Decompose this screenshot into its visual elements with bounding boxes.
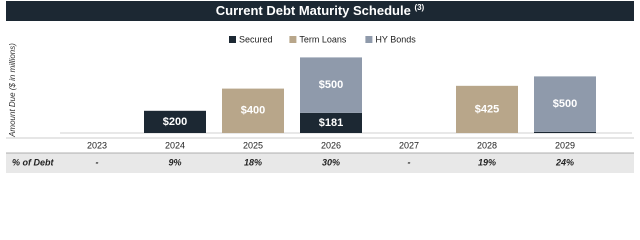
x-tick-label: 2027	[399, 140, 419, 150]
x-tick-label: 2028	[477, 140, 497, 150]
x-tick-label: 2025	[243, 140, 263, 150]
bar-segment	[534, 76, 596, 132]
bar-segment	[534, 131, 596, 133]
x-tick-label: 2024	[165, 140, 185, 150]
table-value: 9%	[168, 157, 181, 167]
title-bar	[6, 1, 634, 21]
bar-segment	[222, 88, 284, 133]
table-value: 30%	[322, 157, 340, 167]
data-label: $181	[319, 117, 343, 129]
chart: Current Debt Maturity Schedule (3) Amoun…	[6, 1, 634, 173]
table-value: 19%	[478, 157, 496, 167]
title-text: Current Debt Maturity Schedule	[216, 3, 411, 18]
table-value: 18%	[244, 157, 262, 167]
y-axis-label: Amount Due ($ in millions)	[8, 43, 17, 138]
legend-swatch	[229, 36, 236, 43]
table-value: 24%	[555, 157, 574, 167]
legend-label: Secured	[239, 34, 273, 44]
x-tick-label: 2023	[87, 140, 107, 150]
bar-segment	[300, 57, 362, 113]
bar-segment	[300, 112, 362, 133]
x-tick-label: 2029	[555, 140, 575, 150]
table-value: -	[96, 157, 99, 167]
data-label: $425	[475, 103, 499, 115]
bar-segment	[456, 85, 518, 133]
title-note: (3)	[414, 3, 424, 12]
data-label: $500	[553, 98, 577, 110]
legend-label: HY Bonds	[375, 34, 416, 44]
data-label: $400	[241, 105, 265, 117]
table-value: -	[408, 157, 411, 167]
bar-segment	[144, 110, 206, 133]
table-row-bg	[6, 153, 634, 173]
legend-swatch	[365, 36, 373, 43]
table-label: % of Debt	[12, 157, 55, 167]
data-label: $500	[319, 79, 343, 91]
data-label: $200	[163, 116, 187, 128]
legend-swatch	[289, 36, 297, 43]
legend-label: Term Loans	[299, 34, 347, 44]
page: {"chart_data": { "type": "stacked_bar", …	[6, 1, 634, 173]
chart-title: Current Debt Maturity Schedule (3)	[216, 3, 425, 18]
x-tick-label: 2026	[321, 140, 341, 150]
